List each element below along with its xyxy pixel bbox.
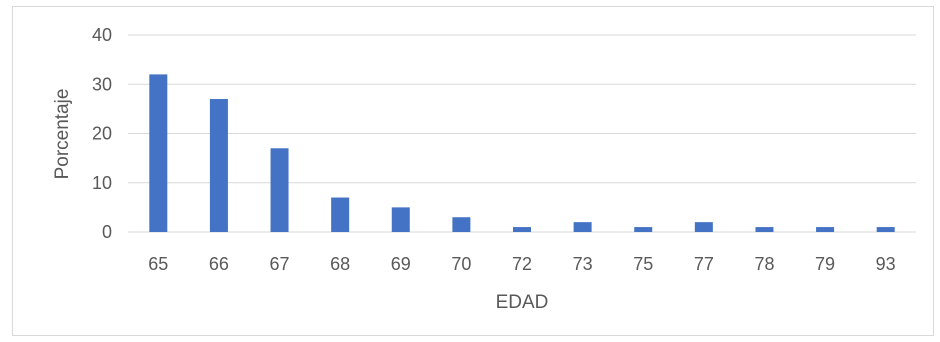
bars [149, 74, 895, 233]
y-tick-label: 20 [92, 124, 112, 144]
x-tick-label: 93 [876, 254, 896, 274]
bar-65 [149, 74, 168, 233]
bar-79 [816, 227, 835, 232]
x-tick-label: 70 [451, 254, 471, 274]
x-tick-label: 75 [633, 254, 653, 274]
x-axis-title: EDAD [496, 292, 549, 313]
x-tick-label: 68 [330, 254, 350, 274]
bar-77 [694, 222, 713, 232]
x-tick-label: 65 [148, 254, 168, 274]
bar-93 [876, 227, 895, 232]
bar-68 [331, 197, 350, 232]
y-tick-label: 0 [102, 222, 112, 242]
x-tick-label: 69 [391, 254, 411, 274]
x-tick-label: 78 [754, 254, 774, 274]
bar-70 [452, 217, 471, 232]
y-tick-label: 10 [92, 173, 112, 193]
bar-72 [513, 227, 531, 232]
y-tick-label: 40 [92, 25, 112, 45]
y-tick-labels: 0 10 20 30 40 [92, 25, 112, 242]
bar-78 [755, 227, 774, 232]
x-tick-labels: 65 66 67 68 69 70 72 73 75 77 78 79 93 [148, 254, 895, 274]
gridlines [128, 34, 916, 233]
bar-69 [391, 207, 410, 232]
y-tick-label: 30 [92, 74, 112, 94]
bar-66 [209, 99, 228, 233]
bar-67 [270, 148, 289, 232]
bar-73 [573, 222, 592, 232]
x-tick-label: 67 [270, 254, 290, 274]
x-tick-label: 73 [573, 254, 593, 274]
x-tick-label: 66 [209, 254, 229, 274]
x-tick-label: 72 [512, 254, 532, 274]
y-axis-title: Porcentaje [52, 89, 73, 180]
x-tick-label: 77 [694, 254, 714, 274]
bar-75 [634, 227, 653, 232]
x-tick-label: 79 [815, 254, 835, 274]
